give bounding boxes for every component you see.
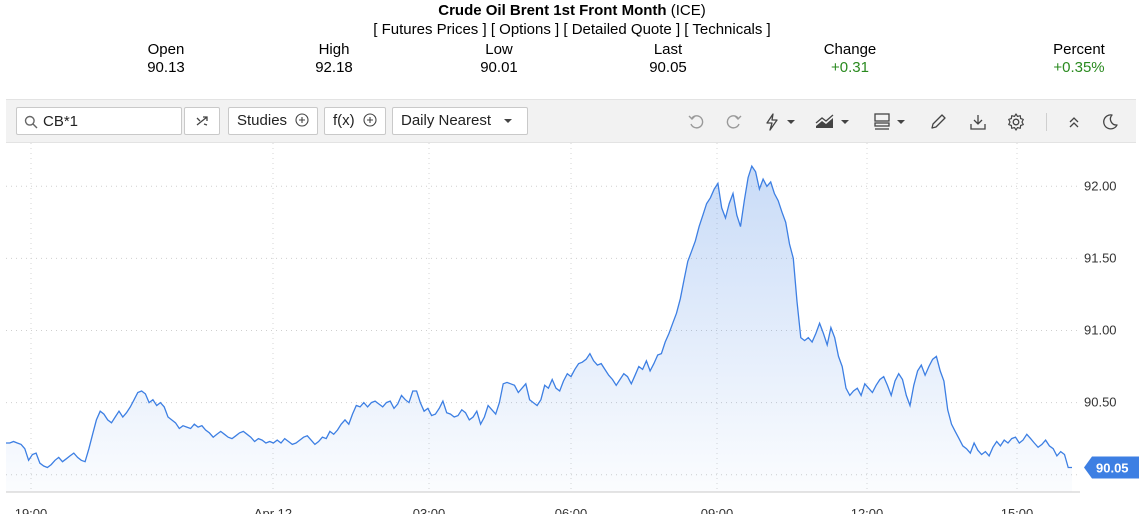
quote-last: Last 90.05	[640, 41, 696, 77]
theme-button[interactable]	[1100, 111, 1120, 133]
quote-label: Low	[485, 41, 513, 58]
x-tick-label: 09:00	[701, 506, 734, 514]
quote-percent: Percent +0.35%	[1044, 41, 1114, 77]
quote-label: Open	[147, 41, 185, 58]
studies-label: Studies	[237, 112, 288, 129]
chevron-down-icon	[897, 120, 905, 124]
aggregation-select[interactable]: Daily Nearest	[392, 107, 528, 135]
quote-label: High	[318, 41, 350, 58]
x-tick-label: 15:00	[1001, 506, 1034, 514]
draw-button[interactable]	[928, 111, 948, 133]
chart-type-icon	[815, 114, 834, 128]
layout-button[interactable]	[872, 111, 906, 133]
collapse-button[interactable]	[1064, 111, 1084, 133]
pencil-icon	[931, 114, 946, 129]
chart-type-button[interactable]	[814, 111, 850, 133]
chevron-down-icon	[787, 120, 795, 124]
undo-icon	[688, 115, 704, 129]
aggregation-label: Daily Nearest	[401, 112, 492, 129]
studies-button[interactable]: Studies	[228, 107, 319, 135]
instrument-name: Crude Oil Brent 1st Front Month	[438, 2, 667, 19]
instrument-title: Crude Oil Brent 1st Front Month (ICE)	[0, 2, 1144, 19]
exchange-name: (ICE)	[666, 2, 706, 19]
toolbar-separator	[1046, 113, 1047, 131]
fx-button[interactable]: f(x)	[324, 107, 386, 135]
x-tick-label: 19:00	[15, 506, 48, 514]
quote-value: 90.05	[649, 59, 687, 76]
last-price-tag	[1084, 456, 1139, 479]
y-tick-label: 91.50	[1084, 250, 1117, 265]
undo-button[interactable]	[686, 111, 706, 133]
settings-button[interactable]	[1006, 111, 1026, 133]
redo-button[interactable]	[724, 111, 744, 133]
price-line	[6, 164, 1072, 469]
quote-label: Percent	[1053, 41, 1105, 58]
price-area	[6, 166, 1072, 492]
quote-open: Open 90.13	[138, 41, 194, 77]
layout-icon	[874, 113, 890, 130]
chart-toolbar: Studies f(x) Daily Nearest	[6, 99, 1136, 143]
plus-circle-icon	[363, 113, 377, 127]
quote-value: +0.35%	[1053, 59, 1105, 76]
x-tick-label: 03:00	[413, 506, 446, 514]
quote-label: Change	[823, 41, 877, 58]
y-tick-label: 92.00	[1084, 178, 1117, 193]
y-tick-label: 90.50	[1084, 395, 1117, 410]
link-technicals[interactable]: [ Technicals ]	[684, 21, 771, 38]
download-icon	[970, 115, 986, 130]
compare-icon	[196, 116, 208, 126]
search-icon	[24, 115, 38, 129]
compare-button[interactable]	[184, 107, 220, 135]
link-options[interactable]: [ Options ]	[490, 21, 560, 38]
plus-circle-icon	[295, 113, 309, 127]
x-tick-label: 06:00	[555, 506, 588, 514]
y-tick-label: 91.00	[1084, 322, 1117, 337]
gear-icon	[1008, 113, 1024, 131]
link-detailed-quote[interactable]: [ Detailed Quote ]	[563, 21, 681, 38]
x-tick-label: Apr 12	[254, 506, 292, 514]
quote-value: 90.13	[147, 59, 185, 76]
last-price-label: 90.05	[1096, 460, 1129, 475]
symbol-search[interactable]	[16, 107, 182, 135]
collapse-icon	[1069, 117, 1079, 128]
chevron-down-icon	[841, 120, 849, 124]
redo-icon	[726, 115, 742, 129]
chart-canvas[interactable]: 90.50 91.00 91.50 92.00 19:00 Apr 12 03:00 06:…	[0, 143, 1144, 514]
fx-label: f(x)	[333, 112, 355, 129]
x-tick-label: 12:00	[851, 506, 884, 514]
chevron-down-icon	[504, 119, 513, 123]
download-button[interactable]	[968, 111, 988, 133]
symbol-search-input[interactable]	[43, 112, 177, 130]
quote-label: Last	[653, 41, 683, 58]
moon-icon	[1103, 114, 1118, 130]
quote-high: High 92.18	[306, 41, 362, 77]
quote-value: 90.01	[480, 59, 518, 76]
quote-summary: Open 90.13 High 92.18 Low 90.01 Last 90.…	[0, 41, 1144, 81]
quote-links: [ Futures Prices ] [ Options ] [ Detaile…	[0, 21, 1144, 38]
link-futures-prices[interactable]: [ Futures Prices ]	[373, 21, 487, 38]
quote-value: 92.18	[315, 59, 353, 76]
quote-value: +0.31	[831, 59, 869, 76]
quote-low: Low 90.01	[471, 41, 527, 77]
last-price-marker: 90.05	[1084, 456, 1139, 479]
price-chart[interactable]: 90.50 91.00 91.50 92.00 19:00 Apr 12 03:00 06:…	[0, 143, 1144, 514]
events-button[interactable]	[762, 111, 796, 133]
lightning-icon	[766, 113, 778, 131]
quote-change: Change +0.31	[816, 41, 884, 77]
